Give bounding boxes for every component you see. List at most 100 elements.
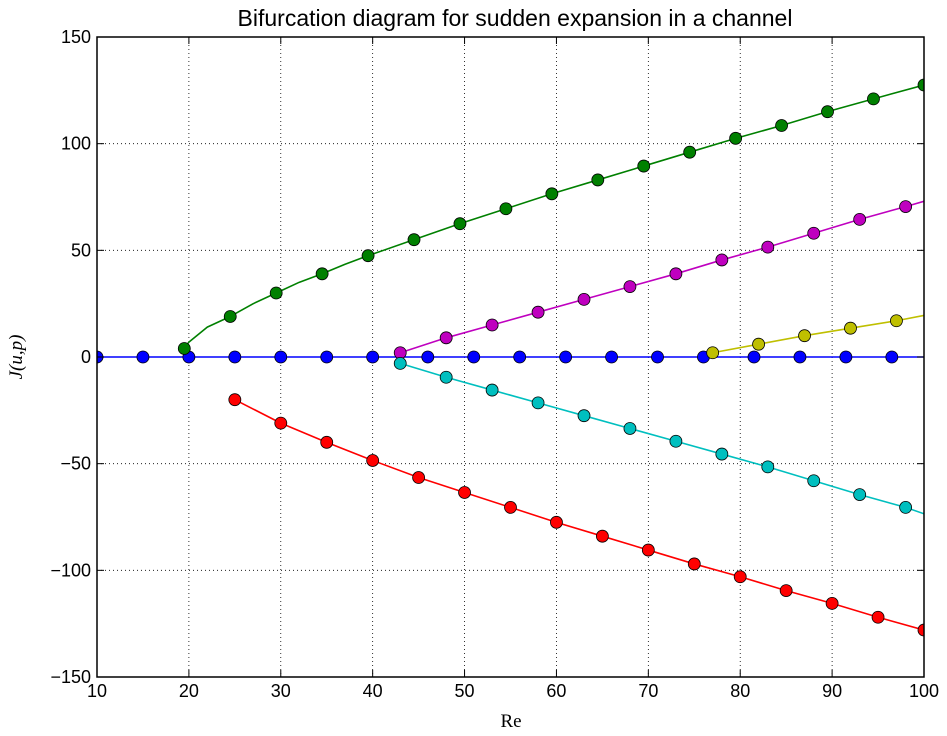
- data-point: [853, 212, 867, 226]
- series-1: [177, 78, 924, 355]
- y-tick-label: 100: [61, 134, 91, 154]
- data-point: [504, 500, 517, 514]
- data-point: [825, 597, 839, 610]
- data-point: [839, 350, 853, 364]
- x-tick-label: 60: [546, 681, 566, 701]
- data-point: [274, 350, 288, 364]
- data-point: [641, 543, 655, 557]
- y-tick-label: −50: [60, 454, 91, 474]
- data-point: [136, 350, 150, 364]
- data-point: [453, 217, 467, 231]
- data-point: [669, 267, 683, 281]
- data-point: [531, 396, 545, 410]
- series-line: [234, 398, 924, 631]
- data-point: [412, 471, 426, 484]
- data-point: [439, 370, 453, 384]
- series-0: [97, 350, 924, 364]
- data-point: [439, 331, 453, 345]
- data-point: [605, 350, 618, 364]
- data-point: [683, 145, 697, 159]
- data-point: [550, 515, 563, 529]
- data-point: [871, 610, 885, 624]
- x-tick-label: 20: [179, 681, 199, 701]
- data-point: [715, 253, 729, 267]
- x-tick-label: 40: [363, 681, 383, 701]
- x-tick-label: 90: [822, 681, 842, 701]
- x-axis-label: Re: [500, 711, 521, 732]
- series-5: [228, 393, 924, 637]
- y-tick-label: −150: [50, 667, 91, 687]
- data-point: [421, 350, 435, 364]
- data-point: [821, 105, 834, 119]
- data-point: [531, 305, 545, 319]
- data-point: [577, 292, 591, 306]
- data-point: [752, 337, 765, 351]
- x-tick-label: 10: [87, 681, 107, 701]
- data-point: [577, 409, 591, 423]
- data-point: [798, 329, 811, 343]
- data-point: [485, 383, 499, 397]
- data-point: [867, 92, 880, 106]
- y-tick-label: 50: [71, 240, 91, 260]
- y-tick-label: 0: [81, 347, 91, 367]
- data-point: [733, 570, 747, 584]
- x-tick-label: 30: [271, 681, 291, 701]
- data-point: [467, 350, 481, 364]
- data-point: [623, 280, 637, 294]
- series-4: [393, 356, 924, 515]
- data-point: [706, 346, 720, 360]
- data-point: [793, 350, 807, 364]
- series-line: [183, 84, 924, 349]
- series-group: [97, 78, 924, 637]
- data-point: [361, 249, 375, 263]
- data-point: [559, 350, 573, 364]
- series-line: [399, 362, 924, 515]
- x-tick-label: 100: [909, 681, 939, 701]
- data-point: [513, 350, 527, 364]
- data-point: [393, 346, 407, 360]
- y-tick-label: −100: [50, 560, 91, 580]
- data-point: [320, 350, 334, 364]
- data-point: [761, 460, 775, 474]
- data-point: [223, 310, 237, 323]
- data-point: [623, 422, 637, 435]
- data-point: [890, 314, 903, 328]
- data-point: [853, 488, 867, 502]
- data-point: [807, 226, 821, 240]
- data-point: [545, 187, 559, 201]
- data-point: [591, 173, 605, 187]
- x-tick-label: 70: [638, 681, 658, 701]
- data-point: [407, 233, 421, 247]
- data-point: [458, 486, 471, 499]
- data-point: [775, 119, 788, 132]
- series-2: [393, 200, 924, 360]
- data-point: [366, 350, 380, 364]
- data-point: [595, 529, 609, 543]
- chart-title: Bifurcation diagram for sudden expansion…: [238, 5, 793, 31]
- data-point: [228, 393, 242, 407]
- data-point: [687, 557, 701, 571]
- data-point: [899, 200, 913, 214]
- data-point: [917, 623, 924, 637]
- data-point: [320, 435, 334, 449]
- data-point: [269, 286, 283, 300]
- data-point: [315, 267, 329, 281]
- data-point: [747, 350, 761, 364]
- data-point: [779, 584, 793, 597]
- data-point: [761, 240, 775, 254]
- data-point: [844, 321, 857, 335]
- data-point: [729, 131, 743, 145]
- data-point: [228, 350, 242, 364]
- data-point: [807, 474, 821, 488]
- data-point: [637, 159, 651, 173]
- data-point: [366, 454, 380, 467]
- data-point: [885, 350, 899, 364]
- data-point: [177, 342, 191, 355]
- data-point: [485, 318, 499, 332]
- data-point: [715, 447, 729, 461]
- data-point: [669, 434, 683, 448]
- data-point: [651, 350, 664, 364]
- data-point: [274, 416, 288, 430]
- axis-ticks: 10 20 30 40 50 60 70 80 90 100 −150 −100 −50 0 50 100 15…: [50, 27, 939, 701]
